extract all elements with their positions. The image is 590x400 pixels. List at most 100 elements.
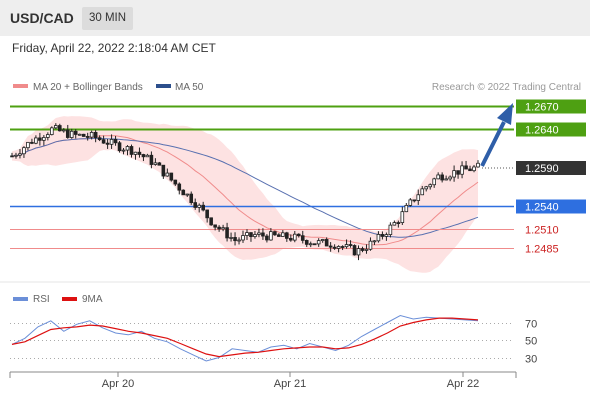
candle [97, 135, 102, 142]
level-tag-label: 1.2670 [525, 102, 559, 114]
candle [105, 139, 110, 149]
candle [241, 230, 245, 243]
level-tag-label: 1.2640 [525, 125, 559, 137]
candle [237, 237, 241, 245]
rsi-tick-label: 70 [525, 319, 537, 331]
candle [273, 230, 277, 236]
candle [26, 141, 30, 151]
candle [34, 135, 38, 145]
candle [296, 233, 301, 238]
candle [368, 237, 373, 251]
candle [308, 241, 313, 248]
rsi-legend-label: RSI [33, 294, 50, 305]
candle [93, 130, 98, 143]
rsi-ma-legend-label: 9MA [82, 294, 103, 305]
candle [356, 245, 361, 261]
header-bar: USD/CAD 30 MIN [0, 0, 590, 36]
candle [344, 239, 349, 249]
x-tick-label: Apr 20 [102, 378, 134, 390]
current-price-label: 1.2590 [525, 163, 559, 175]
candle [229, 232, 233, 242]
candlesticks [10, 123, 480, 261]
candle [217, 225, 221, 232]
x-tick-label: Apr 22 [447, 378, 479, 390]
bollinger-band-area [12, 116, 478, 273]
candle [221, 224, 225, 232]
candle [269, 228, 273, 241]
candle [177, 182, 182, 195]
candle [165, 168, 170, 177]
candle [352, 244, 357, 256]
candle [285, 231, 289, 242]
candle [197, 203, 201, 213]
ma20-legend-label: MA 20 + Bollinger Bands [33, 82, 143, 93]
candle [30, 138, 34, 145]
candle [18, 149, 22, 159]
level-tag-box [516, 122, 586, 137]
candle [316, 238, 321, 247]
candle [14, 152, 18, 159]
candle [468, 165, 472, 172]
candle [233, 232, 237, 246]
candle [436, 172, 440, 180]
candle [61, 128, 66, 133]
x-axis-labels: Apr 20 Apr 21 Apr 22 [102, 372, 479, 390]
candle [360, 246, 365, 253]
candle [456, 170, 460, 179]
candle [324, 237, 329, 247]
candle [460, 161, 464, 179]
candle [432, 177, 436, 188]
candle [121, 147, 126, 155]
level-tag-box [516, 199, 586, 214]
rsi-ma-line [11, 317, 479, 358]
candle [109, 134, 114, 149]
candle [472, 164, 476, 173]
candle [209, 217, 213, 226]
ma50-legend-label: MA 50 [175, 82, 204, 93]
candle [89, 130, 94, 140]
symbol-title: USD/CAD [10, 10, 74, 26]
rsi-ma-legend-swatch [62, 297, 77, 301]
candle [245, 229, 249, 240]
candle [129, 144, 134, 158]
candle [253, 230, 257, 239]
candle [388, 222, 393, 238]
candle [412, 199, 417, 203]
copyright-label: Research © 2022 Trading Central [432, 82, 581, 93]
datetime-label: Friday, April 22, 2022 2:18:04 AM CET [12, 41, 216, 55]
candle [141, 153, 146, 162]
candle [161, 164, 166, 179]
candle [201, 201, 205, 212]
forecast-arrow-shaft [480, 121, 506, 167]
candle [408, 198, 413, 207]
candle [69, 128, 74, 139]
price-tags: 1.2670 1.2640 1.2540 1.2510 1.2485 1.2590 [516, 99, 586, 256]
candle [448, 175, 452, 182]
candle [428, 183, 433, 190]
candle [292, 230, 297, 243]
timeframe-badge[interactable]: 30 MIN [82, 7, 133, 30]
candle [50, 126, 54, 136]
candle [332, 244, 337, 250]
ma50-legend-swatch [156, 84, 171, 88]
candle [289, 234, 293, 242]
candle [320, 238, 325, 243]
forecast-arrow-head [497, 103, 513, 125]
level-tag-label: 1.2510 [525, 225, 559, 237]
candle [440, 172, 444, 183]
candle [340, 245, 345, 251]
level-lines [10, 105, 514, 249]
candle [452, 165, 456, 182]
candle [257, 228, 261, 238]
candle [372, 240, 377, 246]
rsi-line [11, 314, 479, 362]
candle [149, 151, 154, 169]
candle [213, 224, 217, 231]
candle [364, 244, 369, 254]
candle [85, 132, 90, 141]
ma50-line [11, 137, 479, 238]
candle [277, 233, 281, 237]
candle [157, 161, 162, 166]
candle [396, 220, 401, 228]
